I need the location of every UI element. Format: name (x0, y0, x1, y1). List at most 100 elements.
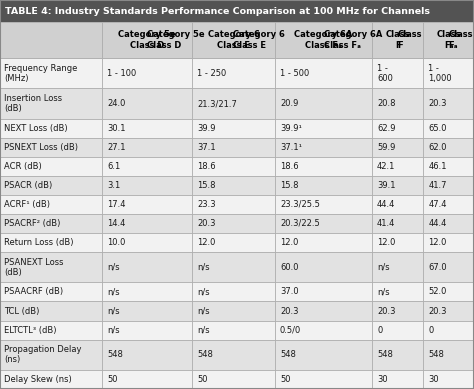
Text: 30: 30 (428, 375, 439, 384)
Bar (0, 233, 102, 252)
Text: 23.3: 23.3 (197, 200, 216, 209)
Text: PSANEXT Loss
(dB): PSANEXT Loss (dB) (4, 258, 64, 277)
Bar (192, 301, 275, 321)
Bar (0, 119, 102, 138)
Bar (192, 119, 275, 138)
Bar (372, 233, 423, 252)
Text: Frequency Range
(MHz): Frequency Range (MHz) (4, 63, 77, 83)
Bar (372, 340, 423, 370)
Text: n/s: n/s (377, 263, 390, 272)
Bar (102, 214, 192, 233)
Bar (423, 195, 474, 214)
Text: 23.3/25.5: 23.3/25.5 (280, 200, 320, 209)
Text: 12.0: 12.0 (197, 238, 215, 247)
Bar (0, 252, 102, 282)
Text: Category 6A
Class Fₐ: Category 6A Class Fₐ (294, 30, 353, 50)
Text: Propagation Delay
(ns): Propagation Delay (ns) (4, 345, 82, 364)
Bar (372, 22, 423, 58)
Bar (192, 157, 275, 176)
Bar (275, 157, 372, 176)
Text: 17.4: 17.4 (107, 200, 126, 209)
Text: ACRF¹ (dB): ACRF¹ (dB) (4, 200, 50, 209)
Bar (372, 195, 423, 214)
Bar (275, 252, 372, 282)
Bar (423, 138, 474, 157)
Text: 18.6: 18.6 (197, 162, 216, 171)
Bar (423, 58, 474, 88)
Bar (192, 214, 275, 233)
Bar (192, 233, 275, 252)
Text: 1 - 500: 1 - 500 (280, 69, 309, 78)
Text: 65.0: 65.0 (428, 124, 447, 133)
Text: PSACRF² (dB): PSACRF² (dB) (4, 219, 60, 228)
Bar (0, 214, 102, 233)
Bar (102, 370, 192, 389)
Text: Insertion Loss
(dB): Insertion Loss (dB) (4, 94, 62, 113)
Bar (372, 214, 423, 233)
Text: Class
F: Class F (398, 30, 422, 50)
Bar (192, 88, 275, 119)
Bar (372, 370, 423, 389)
Bar (0, 301, 102, 321)
Bar (0, 176, 102, 195)
Bar (423, 176, 474, 195)
Text: 20.8: 20.8 (377, 99, 396, 108)
Text: n/s: n/s (377, 287, 390, 296)
Text: Category 5e
Class D: Category 5e Class D (147, 30, 205, 50)
Bar (372, 252, 423, 282)
Text: n/s: n/s (197, 326, 210, 335)
Text: Category 5e
Class D: Category 5e Class D (118, 30, 176, 50)
Text: 12.0: 12.0 (377, 238, 395, 247)
Text: Category 6A
Class Fₐ: Category 6A Class Fₐ (323, 30, 382, 50)
Text: 1 - 250: 1 - 250 (197, 69, 226, 78)
Bar (423, 22, 474, 58)
Bar (102, 340, 192, 370)
Bar (275, 119, 372, 138)
Bar (275, 282, 372, 301)
Text: 37.1¹: 37.1¹ (280, 143, 302, 152)
Bar (0, 88, 102, 119)
Bar (372, 157, 423, 176)
Text: 39.1: 39.1 (377, 181, 396, 190)
Bar (275, 195, 372, 214)
Text: 41.7: 41.7 (428, 181, 447, 190)
Bar (192, 282, 275, 301)
Text: 0: 0 (428, 326, 434, 335)
Text: Return Loss (dB): Return Loss (dB) (4, 238, 73, 247)
Bar (0, 195, 102, 214)
Bar (372, 321, 423, 340)
Bar (0, 0, 474, 22)
Bar (192, 195, 275, 214)
Bar (0, 340, 102, 370)
Text: n/s: n/s (197, 263, 210, 272)
Bar (0, 22, 102, 58)
Text: 1 -
600: 1 - 600 (377, 63, 393, 83)
Text: 10.0: 10.0 (107, 238, 125, 247)
Bar (102, 22, 192, 58)
Bar (102, 138, 192, 157)
Text: 46.1: 46.1 (428, 162, 447, 171)
Bar (192, 58, 275, 88)
Text: 0.5/0: 0.5/0 (280, 326, 301, 335)
Text: 37.1: 37.1 (197, 143, 216, 152)
Bar (192, 138, 275, 157)
Text: 15.8: 15.8 (197, 181, 216, 190)
Text: 20.3/22.5: 20.3/22.5 (280, 219, 319, 228)
Bar (192, 176, 275, 195)
Text: 12.0: 12.0 (428, 238, 447, 247)
Bar (423, 22, 474, 58)
Text: ELTCTL³ (dB): ELTCTL³ (dB) (4, 326, 56, 335)
Text: 30: 30 (377, 375, 388, 384)
Text: 20.3: 20.3 (377, 307, 396, 315)
Bar (0, 138, 102, 157)
Bar (423, 233, 474, 252)
Bar (275, 340, 372, 370)
Text: 41.4: 41.4 (377, 219, 395, 228)
Bar (275, 321, 372, 340)
Bar (102, 58, 192, 88)
Text: 37.0: 37.0 (280, 287, 299, 296)
Text: 21.3/21.7: 21.3/21.7 (197, 99, 237, 108)
Text: Class
Fₐ: Class Fₐ (437, 30, 461, 50)
Bar (275, 88, 372, 119)
Text: 47.4: 47.4 (428, 200, 447, 209)
